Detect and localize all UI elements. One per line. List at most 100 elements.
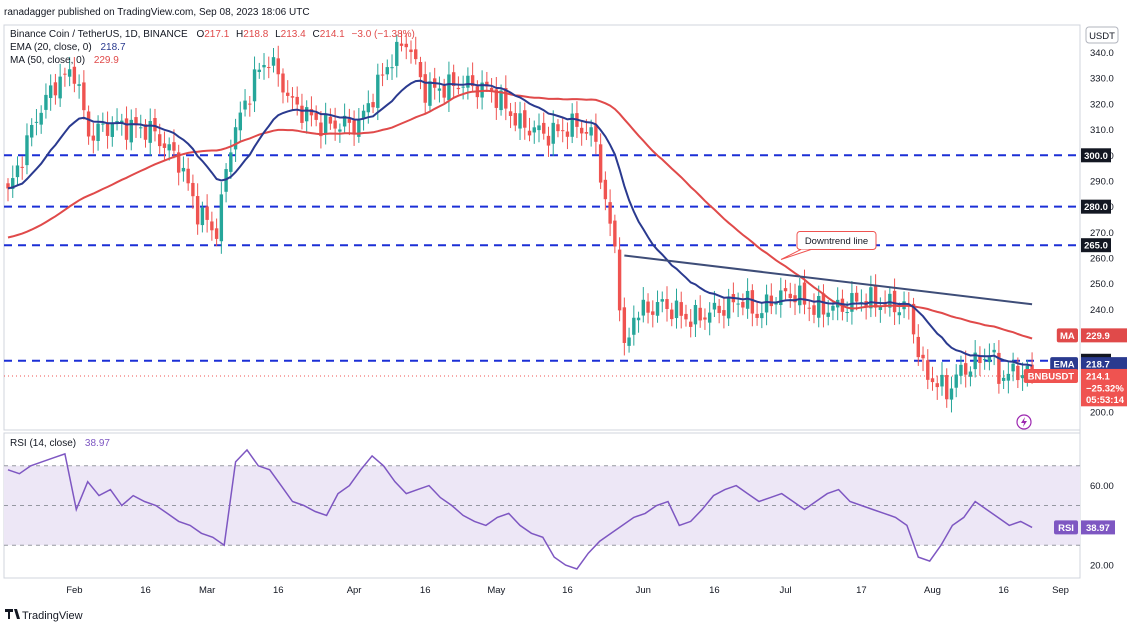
candle-body — [6, 183, 10, 189]
candle-body — [205, 206, 209, 220]
candle-body — [798, 285, 802, 306]
candle-body — [248, 103, 252, 105]
candle-body — [262, 65, 266, 68]
ma50-line — [7, 89, 1033, 340]
downtrend-line — [624, 254, 1033, 306]
candle-body — [86, 111, 91, 137]
rsi-tag-name-box — [1054, 520, 1078, 535]
candle-body — [750, 290, 755, 314]
candle-body — [447, 74, 451, 101]
svg-text:Binance Coin / TetherUS, 1D, B: Binance Coin / TetherUS, 1D, BINANCE O21… — [10, 29, 415, 40]
candle-body — [703, 317, 707, 320]
candle-body — [1016, 365, 1020, 381]
lightning-icon[interactable] — [1016, 414, 1032, 430]
price-tag-value: 214.1 — [1086, 371, 1110, 382]
attribution: ranadagger published on TradingView.com,… — [4, 7, 310, 18]
candle-body — [281, 73, 285, 93]
candle-body — [461, 86, 465, 88]
candle-body — [489, 87, 494, 92]
candle-body — [219, 194, 224, 242]
candle-body — [850, 293, 854, 312]
y-tick-label: 240.0 — [1090, 305, 1114, 316]
price-tag-value: −25.32% — [1086, 383, 1124, 394]
candle-body — [878, 305, 883, 310]
x-tick-label: Jul — [779, 585, 791, 596]
x-tick-label: Jun — [636, 585, 651, 596]
candle-body — [342, 115, 347, 127]
candle-body — [717, 305, 721, 313]
x-tick-label: 16 — [140, 585, 151, 596]
candle-body — [399, 43, 404, 46]
candle-body — [603, 179, 608, 200]
candle-body — [485, 81, 489, 87]
candle-body — [921, 354, 925, 359]
candle-body — [290, 96, 295, 98]
level-tag — [1081, 199, 1111, 214]
ema-legend-value: 218.7 — [100, 42, 125, 53]
candle-body — [660, 299, 664, 302]
candle-body — [821, 293, 826, 315]
ohlc-high: 218.8 — [243, 29, 268, 40]
ma-legend-label: MA (50, close, 0) — [10, 55, 85, 66]
rsi-tag-value: 38.97 — [1086, 523, 1110, 534]
candle-body — [214, 228, 219, 239]
candle-body — [651, 311, 655, 315]
candle-body — [44, 94, 48, 110]
candle-body — [542, 122, 546, 134]
candle-body — [783, 288, 788, 292]
candle-body — [352, 120, 356, 135]
candle-body — [589, 127, 593, 136]
candle-body — [741, 301, 745, 308]
candle-body — [788, 293, 792, 299]
candle-body — [802, 282, 807, 305]
ohlc-low: 213.4 — [281, 29, 306, 40]
candle-body — [319, 122, 323, 137]
candle-body — [437, 88, 442, 91]
candle-body — [30, 124, 34, 138]
candle-body — [508, 111, 513, 116]
rsi-tag-box — [1081, 520, 1115, 535]
candle-body — [186, 168, 190, 184]
candle-body — [665, 299, 669, 309]
candle-body — [992, 349, 996, 353]
candle-body — [722, 310, 726, 316]
candle-body — [267, 67, 271, 69]
candle-body — [257, 69, 261, 73]
candle-body — [271, 57, 276, 66]
candle-body — [82, 82, 86, 111]
candle-body — [546, 135, 551, 146]
candle-body — [551, 122, 555, 144]
currency-button[interactable]: USDT — [1085, 26, 1119, 44]
candle-body — [911, 303, 916, 335]
x-tick-label: 16 — [273, 585, 284, 596]
candle-body — [940, 374, 944, 387]
candle-body — [286, 92, 290, 96]
candle-body — [238, 112, 243, 131]
x-tick-label: Sep — [1052, 585, 1069, 596]
candle-body — [67, 69, 72, 77]
level-tag-label: 265.0 — [1084, 241, 1108, 252]
candle-body — [745, 290, 750, 309]
candle-body — [684, 313, 688, 320]
candle-body — [689, 321, 693, 327]
candle-body — [210, 221, 214, 231]
candle-body — [1006, 373, 1011, 381]
candle-body — [404, 43, 408, 48]
candle-body — [195, 196, 200, 225]
candle-body — [409, 49, 413, 53]
annotation-text: Downtrend line — [805, 236, 868, 247]
candle-body — [499, 90, 503, 111]
candle-body — [380, 74, 385, 76]
candle-body — [333, 120, 337, 129]
x-tick-label: 16 — [998, 585, 1009, 596]
candle-body — [53, 82, 58, 96]
candle-body — [72, 66, 77, 84]
candle-body — [390, 67, 394, 69]
candle-body — [997, 352, 1001, 384]
candle-body — [518, 113, 522, 129]
candle-body — [598, 144, 603, 183]
candle-body — [309, 109, 314, 116]
candle-body — [124, 118, 129, 140]
rsi-y-tick-label: 60.00 — [1090, 481, 1114, 492]
candle-body — [873, 285, 878, 308]
